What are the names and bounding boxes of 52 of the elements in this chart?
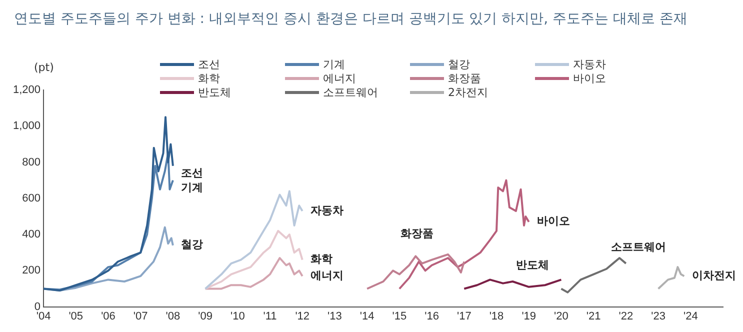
x-tick-label: '08 — [166, 310, 180, 322]
annotation: 에너지 — [310, 268, 344, 282]
legend-label: 화학 — [198, 71, 220, 86]
x-tick-label: '05 — [68, 310, 84, 322]
annotation: 반도체 — [516, 258, 550, 272]
x-tick-label: '09 — [198, 310, 212, 322]
legend-label: 반도체 — [198, 85, 231, 100]
y-tick-label: 200 — [22, 264, 41, 277]
y-tick-label: 0 — [34, 300, 41, 313]
legend-label: 철강 — [448, 57, 470, 72]
y-tick-label: 1,000 — [12, 120, 41, 132]
y-axis-title: (pt) — [34, 60, 54, 74]
x-tick-label: '06 — [101, 310, 116, 322]
y-tick-label: 800 — [22, 156, 41, 168]
x-tick-label: '10 — [230, 310, 245, 322]
x-tick-label: '22 — [618, 310, 634, 322]
annotation: 자동차 — [310, 204, 344, 217]
annotation: 화학 — [310, 252, 332, 266]
annotation: 기계 — [180, 181, 203, 194]
x-tick-label: '04 — [36, 310, 51, 322]
y-tick-label: 600 — [22, 192, 41, 204]
annotation: 이차전지 — [692, 268, 736, 282]
legend-label: 소프트웨어 — [323, 85, 378, 100]
annotation: 화장품 — [400, 227, 434, 240]
chart-title: 연도별 주도주들의 주가 변화 : 내외부적인 증시 환경은 다르며 공백기도 있기 하지만, 주도주는 대체로 존재 — [14, 10, 688, 28]
y-tick-label: 1,200 — [12, 84, 41, 96]
x-tick-label: '19 — [522, 310, 536, 322]
x-tick-label: '13 — [328, 310, 342, 322]
annotation: 소프트웨어 — [610, 240, 666, 254]
legend-label: 기계 — [323, 57, 345, 72]
x-tick-label: '16 — [424, 310, 439, 322]
legend-label: 2차전지 — [448, 85, 488, 100]
legend-label: 바이오 — [573, 71, 606, 86]
x-tick-label: '07 — [133, 310, 148, 322]
x-tick-label: '21 — [586, 310, 601, 322]
annotation: 조선 — [180, 166, 203, 180]
x-tick-label: '23 — [651, 310, 666, 322]
legend-label: 화장품 — [448, 71, 481, 86]
x-tick-label: '17 — [456, 310, 472, 322]
x-tick-label: '18 — [489, 310, 504, 322]
y-tick-label: 400 — [22, 228, 41, 241]
x-tick-label: '11 — [263, 310, 277, 322]
x-tick-label: '24 — [683, 310, 698, 322]
annotation: 바이오 — [536, 214, 570, 228]
x-tick-label: '20 — [554, 310, 568, 322]
x-tick-label: '14 — [360, 310, 374, 322]
x-tick-label: '15 — [392, 310, 407, 322]
annotation: 철강 — [180, 238, 203, 252]
legend-label: 에너지 — [323, 71, 356, 86]
x-tick-label: '12 — [295, 310, 310, 322]
legend-label: 조선 — [198, 57, 220, 72]
legend-label: 자동차 — [573, 57, 606, 72]
